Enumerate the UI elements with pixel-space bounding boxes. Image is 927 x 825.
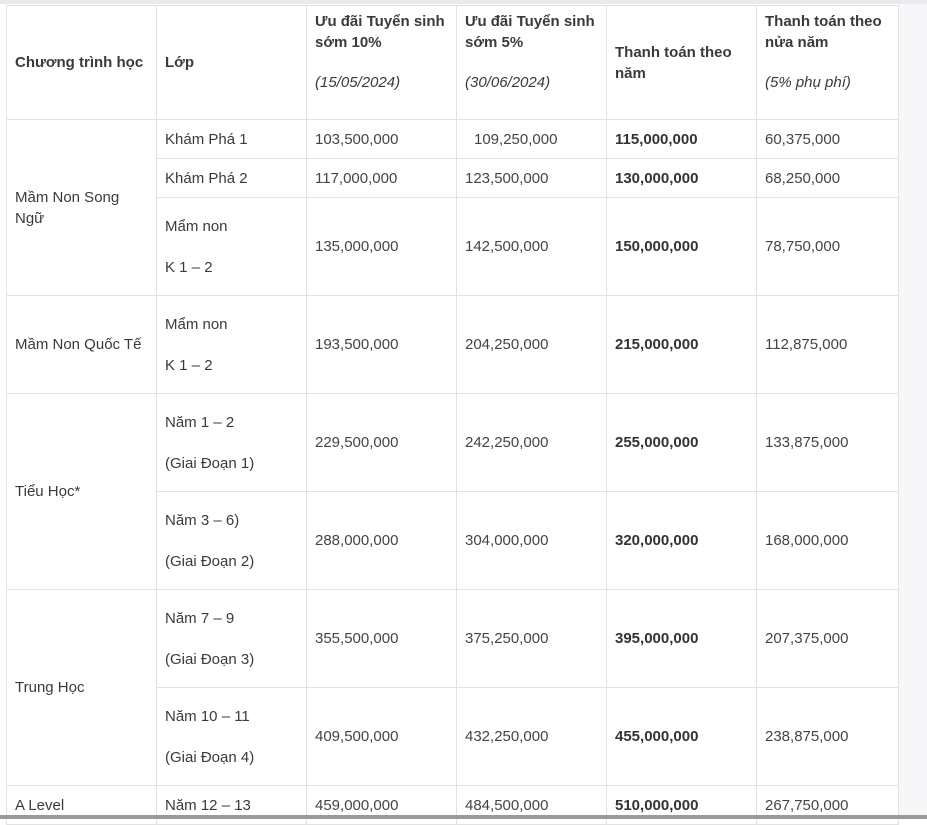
header-semi-title: Thanh toán theo nửa năm — [765, 13, 882, 51]
semi-cell: 112,875,000 — [756, 295, 899, 394]
early10-cell: 117,000,000 — [306, 158, 457, 198]
header-early5: Ưu đãi Tuyển sinh sớm 5% (30/06/2024) — [456, 5, 607, 120]
grade-line-1: Năm 3 – 6) — [165, 511, 240, 529]
grade-line-2: (Giai Đoạn 2) — [165, 552, 255, 570]
annual-cell: 320,000,000 — [606, 491, 757, 590]
program-cell: Mầm Non Song Ngữ — [6, 119, 157, 296]
annual-cell: 215,000,000 — [606, 295, 757, 394]
early5-cell: 109,250,000 — [456, 119, 607, 159]
early10-cell: 288,000,000 — [306, 491, 457, 590]
grade-cell: Năm 1 – 2 (Giai Đoạn 1) — [156, 393, 307, 492]
grade-cell: Năm 10 – 11 (Giai Đoạn 4) — [156, 687, 307, 786]
semi-cell: 68,250,000 — [756, 158, 899, 198]
header-early10: Ưu đãi Tuyển sinh sớm 10% (15/05/2024) — [306, 5, 457, 120]
grade-line-1: Mẩm non — [165, 315, 228, 333]
early10-cell: 355,500,000 — [306, 589, 457, 688]
grade-line-2: (Giai Đoạn 4) — [165, 748, 255, 766]
early10-cell: 103,500,000 — [306, 119, 457, 159]
header-semi: Thanh toán theo nửa năm (5% phụ phí) — [756, 5, 899, 120]
header-annual: Thanh toán theo năm — [606, 5, 757, 120]
early10-cell: 193,500,000 — [306, 295, 457, 394]
header-early5-title: Ưu đãi Tuyển sinh sớm 5% — [465, 13, 595, 51]
annual-cell: 130,000,000 — [606, 158, 757, 198]
grade-cell: Khám Phá 2 — [156, 158, 307, 198]
header-program: Chương trình học — [6, 5, 157, 120]
program-cell: Trung Học — [6, 589, 157, 786]
early5-cell: 204,250,000 — [456, 295, 607, 394]
table-row: Năm 3 – 6) (Giai Đoạn 2) 288,000,000 304,… — [7, 491, 899, 590]
table-row: Năm 10 – 11 (Giai Đoạn 4) 409,500,000 432… — [7, 687, 899, 786]
early5-cell: 375,250,000 — [456, 589, 607, 688]
annual-cell: 455,000,000 — [606, 687, 757, 786]
semi-cell: 238,875,000 — [756, 687, 899, 786]
header-early10-title: Ưu đãi Tuyển sinh sớm 10% — [315, 13, 445, 51]
table-row: Tiểu Học* Năm 1 – 2 (Giai Đoạn 1) 229,500… — [6, 393, 899, 590]
grade-line-1: Năm 1 – 2 — [165, 413, 235, 431]
right-gutter — [898, 4, 927, 815]
grade-cell: Năm 3 – 6) (Giai Đoạn 2) — [156, 491, 307, 590]
grade-line-1: Mẩm non — [165, 217, 228, 235]
semi-cell: 60,375,000 — [756, 119, 899, 159]
grade-line-2: (Giai Đoạn 1) — [165, 454, 255, 472]
table-row: Khám Phá 2 117,000,000 123,500,000 130,0… — [7, 158, 899, 198]
top-edge — [0, 0, 927, 4]
grade-cell: Mẩm non K 1 – 2 — [156, 295, 307, 394]
early5-cell: 123,500,000 — [456, 158, 607, 198]
table-row: Mẩm non K 1 – 2 135,000,000 142,500,000 1… — [7, 197, 899, 296]
early5-cell: 242,250,000 — [456, 393, 607, 492]
tuition-table: Chương trình học Lớp Ưu đãi Tuyển sinh s… — [6, 5, 899, 825]
early5-cell: 304,000,000 — [456, 491, 607, 590]
grade-line-1: Năm 10 – 11 — [165, 707, 250, 725]
table-row: Mầm Non Quốc Tế Mẩm non K 1 – 2 193,500,0… — [6, 295, 899, 394]
annual-cell: 395,000,000 — [606, 589, 757, 688]
header-early10-date: (15/05/2024) — [315, 74, 401, 91]
header-early5-date: (30/06/2024) — [465, 74, 551, 91]
grade-cell: Mẩm non K 1 – 2 — [156, 197, 307, 296]
semi-cell: 168,000,000 — [756, 491, 899, 590]
semi-cell: 78,750,000 — [756, 197, 899, 296]
table-row: Trung Học Năm 7 – 9 (Giai Đoạn 3) 355,500… — [6, 589, 899, 786]
semi-cell: 133,875,000 — [756, 393, 899, 492]
semi-cell: 207,375,000 — [756, 589, 899, 688]
grade-line-2: (Giai Đoạn 3) — [165, 650, 255, 668]
early5-cell: 142,500,000 — [456, 197, 607, 296]
header-row: Chương trình học Lớp Ưu đãi Tuyển sinh s… — [6, 5, 899, 120]
grade-line-2: K 1 – 2 — [165, 258, 213, 276]
annual-cell: 150,000,000 — [606, 197, 757, 296]
program-cell: Mầm Non Quốc Tế — [6, 295, 157, 394]
annual-cell: 115,000,000 — [606, 119, 757, 159]
grade-line-2: K 1 – 2 — [165, 356, 213, 374]
grade-cell: Năm 7 – 9 (Giai Đoạn 3) — [156, 589, 307, 688]
early10-cell: 135,000,000 — [306, 197, 457, 296]
grade-line-1: Năm 7 – 9 — [165, 609, 235, 627]
header-semi-note: (5% phụ phí) — [765, 74, 851, 91]
table-row: Mầm Non Song Ngữ Khám Phá 1 103,500,000 … — [6, 119, 899, 296]
program-cell: Tiểu Học* — [6, 393, 157, 590]
header-grade: Lớp — [156, 5, 307, 120]
early10-cell: 229,500,000 — [306, 393, 457, 492]
early10-cell: 409,500,000 — [306, 687, 457, 786]
grade-cell: Khám Phá 1 — [156, 119, 307, 159]
early5-cell: 432,250,000 — [456, 687, 607, 786]
horizontal-scrollbar[interactable] — [0, 815, 927, 819]
annual-cell: 255,000,000 — [606, 393, 757, 492]
